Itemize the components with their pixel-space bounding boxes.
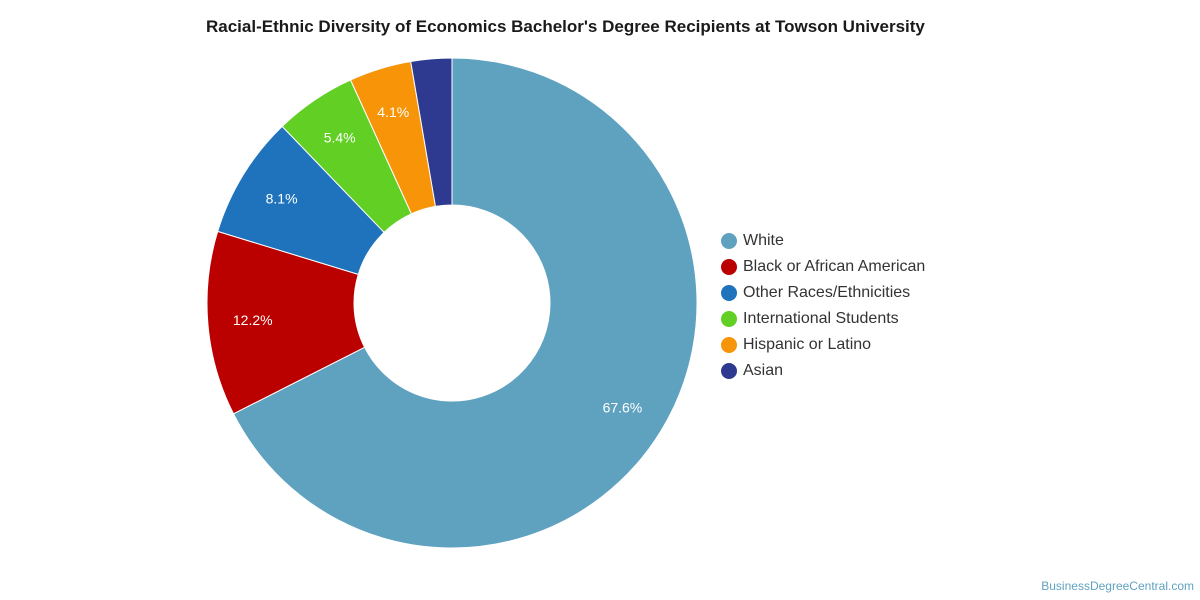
legend-swatch xyxy=(721,337,737,353)
legend-swatch xyxy=(721,259,737,275)
slice-data-label: 67.6% xyxy=(603,400,643,416)
slice-data-label: 4.1% xyxy=(377,104,409,120)
slice-asian[interactable] xyxy=(410,57,453,207)
legend-label: Asian xyxy=(743,362,784,379)
legend-item[interactable]: Asian xyxy=(721,358,925,384)
slice-data-label: 8.1% xyxy=(266,190,298,206)
legend-item[interactable]: White xyxy=(721,228,925,254)
legend-label: International Students xyxy=(743,310,899,327)
legend-label: Other Races/Ethnicities xyxy=(743,284,911,301)
legend-swatch xyxy=(721,285,737,301)
slice-white[interactable] xyxy=(232,57,698,549)
legend-item[interactable]: International Students xyxy=(721,306,925,332)
legend-item[interactable]: Black or African American xyxy=(721,254,925,280)
legend-label: Black or African American xyxy=(743,258,926,275)
chart-title: Racial-Ethnic Diversity of Economics Bac… xyxy=(206,17,925,36)
legend-item[interactable]: Other Races/Ethnicities xyxy=(721,280,925,306)
legend-swatch xyxy=(721,363,737,379)
legend-label: White xyxy=(743,232,784,249)
chart-legend: White Black or African American Other Race… xyxy=(721,228,925,384)
slice-black-or-african-american[interactable] xyxy=(206,230,366,415)
legend-item[interactable]: Hispanic or Latino xyxy=(721,332,925,358)
legend-swatch xyxy=(721,233,737,249)
site-credit[interactable]: BusinessDegreeCentral.com xyxy=(1041,579,1194,593)
legend-swatch xyxy=(721,311,737,327)
slice-data-label: 5.4% xyxy=(324,130,356,146)
slice-data-label: 12.2% xyxy=(233,312,273,328)
legend-label: Hispanic or Latino xyxy=(743,336,872,353)
